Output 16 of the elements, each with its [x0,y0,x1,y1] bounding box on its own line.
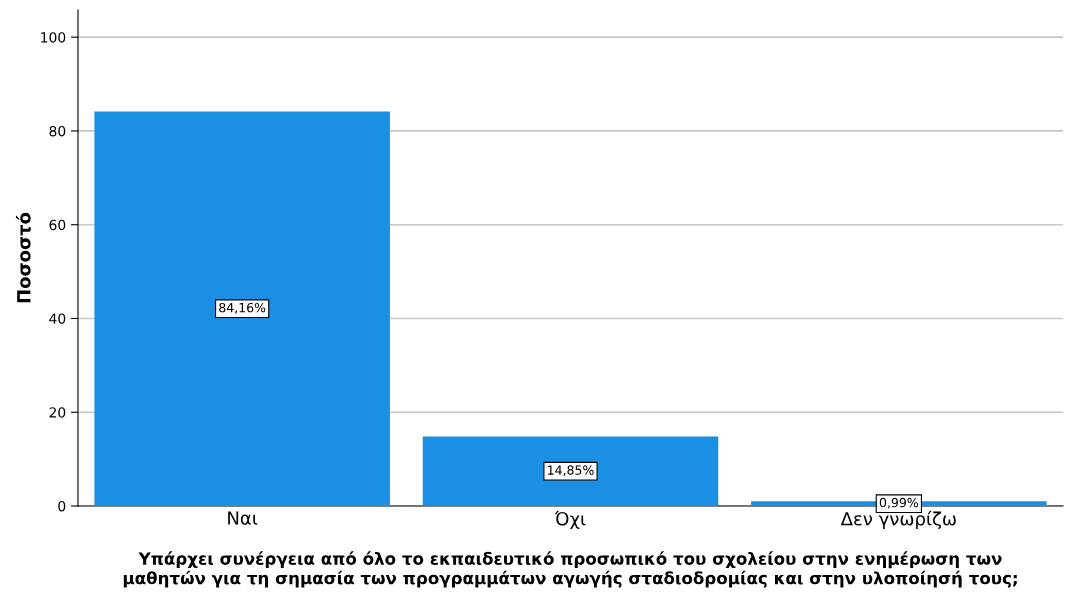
x-tick-label: Δεν γνωρίζω [840,510,956,530]
y-tick-label: 80 [49,125,66,137]
data-label: 14,85% [548,465,594,477]
y-tick-label: 0 [58,500,66,512]
y-tick-label: 60 [49,219,66,231]
data-label: 0,99% [879,497,918,509]
bar [422,436,719,506]
x-axis-title: Υπάρχει συνέργεια από όλο το εκπαιδευτικό προσωπικό του σχολείου στην ενημέρωση των μαθητών για τη σημασία των προγραμμάτων αγωγής σταδιοδρομίας και στην υλοποίησή τους; [123,551,1017,588]
bar [94,111,390,506]
data-label: 84,16% [219,302,266,314]
y-tick-label: 20 [49,407,66,418]
y-axis-title: Ποσοστό [15,212,31,303]
y-tick-label: 100 [41,32,66,43]
x-tick-label: Ναι [228,511,258,525]
y-tick-label: 40 [49,313,66,324]
x-tick-label: Όχι [554,510,586,530]
